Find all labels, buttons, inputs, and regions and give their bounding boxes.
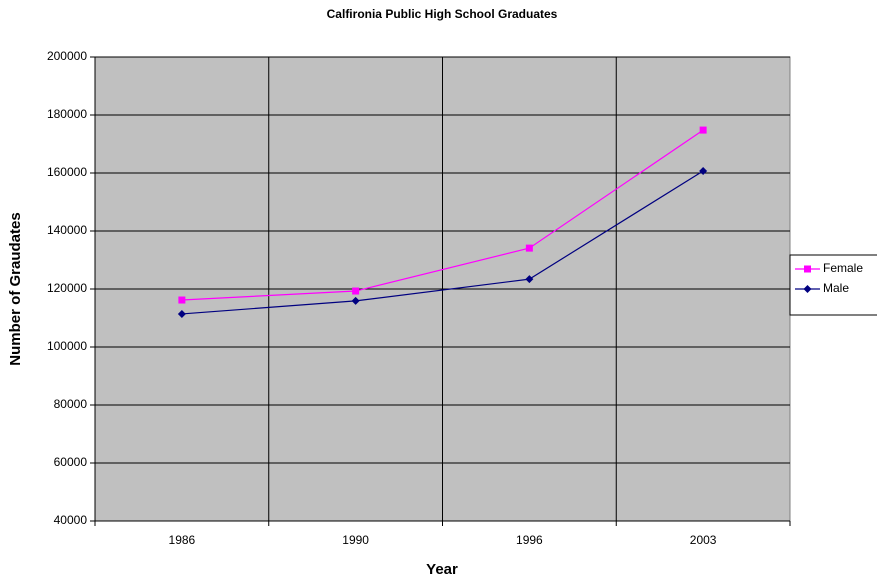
chart-title: Calfironia Public High School Graduates [327,7,558,21]
y-tick-label: 80000 [54,397,88,411]
series-line [181,129,704,301]
legend-label: Female [823,261,863,275]
y-tick-label: 100000 [47,339,87,353]
y-tick-label: 140000 [47,223,87,237]
legend-marker [804,265,811,273]
x-axis-label: Year [426,561,458,578]
y-tick-label: 200000 [47,49,87,63]
x-tick-label: 1986 [169,533,196,547]
x-tick-label: 1990 [342,533,369,547]
data-point [351,296,360,305]
legend [789,254,877,316]
legend-label: Male [823,281,849,295]
y-tick-label: 120000 [47,281,87,295]
y-tick-label: 160000 [47,165,87,179]
data-point [525,244,533,252]
data-point [525,275,534,284]
y-axis-label: Number of Graudates [7,212,24,365]
x-tick-label: 1996 [516,533,543,547]
data-point [177,309,186,318]
y-tick-label: 60000 [54,455,88,469]
data-point [699,126,707,134]
data-point [178,296,186,304]
x-tick-label: 2003 [690,533,717,547]
data-point [352,287,360,295]
data-point [699,166,708,175]
y-tick-label: 180000 [47,107,87,121]
series-line [181,170,704,315]
legend-marker [803,285,812,293]
y-tick-label: 40000 [54,513,88,527]
